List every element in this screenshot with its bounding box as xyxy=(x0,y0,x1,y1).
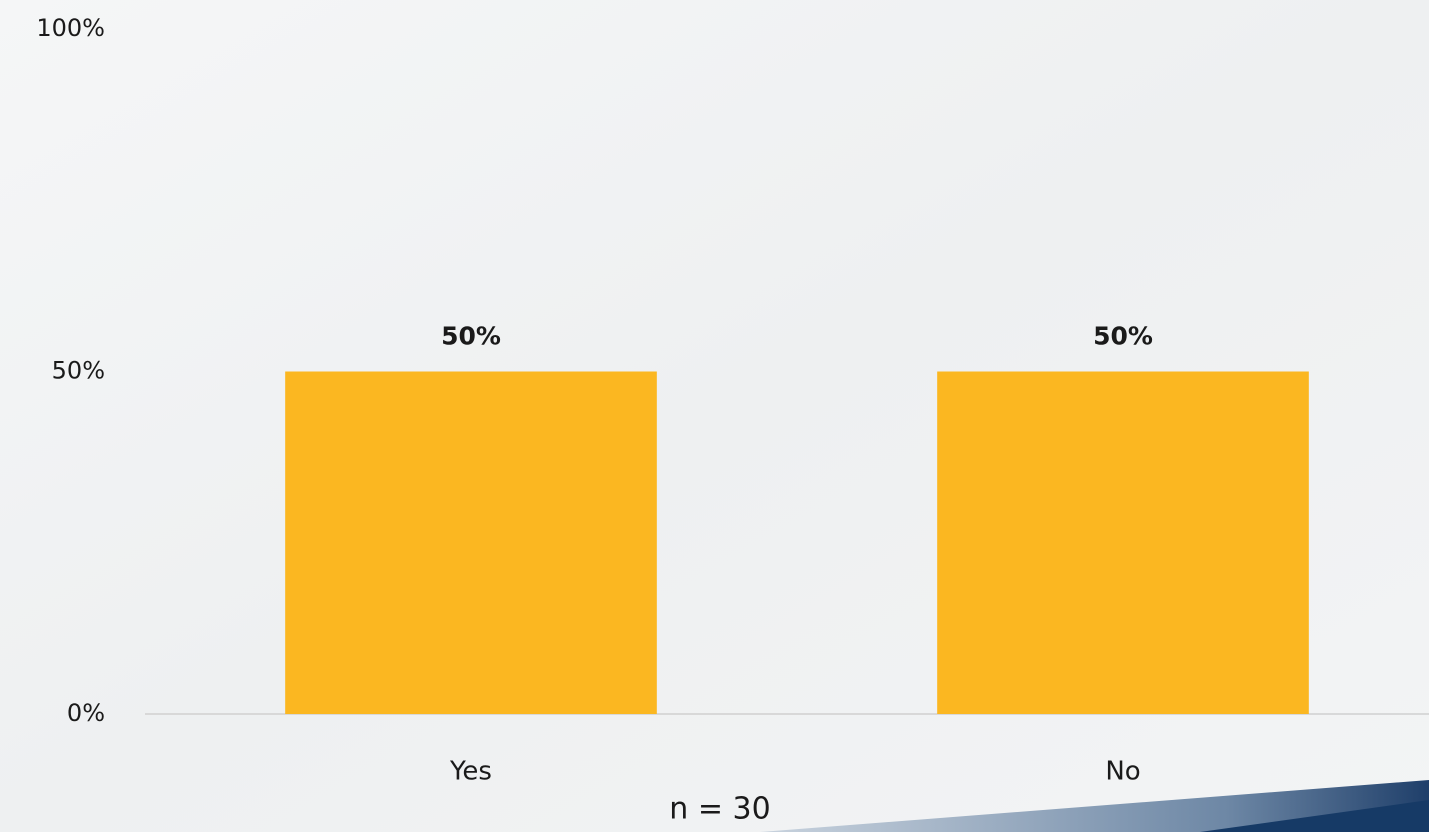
x-tick-label: No xyxy=(1105,757,1140,787)
sample-size: n = 30 xyxy=(669,792,770,827)
x-tick-label: Yes xyxy=(449,757,492,787)
decor-swoosh xyxy=(760,780,1429,832)
y-tick-label: 0% xyxy=(67,699,105,727)
bar xyxy=(285,371,657,714)
y-tick-label: 100% xyxy=(36,14,105,42)
value-label: 50% xyxy=(441,322,501,351)
bar xyxy=(937,371,1309,714)
y-tick-label: 50% xyxy=(52,357,105,385)
value-label: 50% xyxy=(1093,322,1153,351)
decor-swoosh-dark xyxy=(1200,800,1429,832)
